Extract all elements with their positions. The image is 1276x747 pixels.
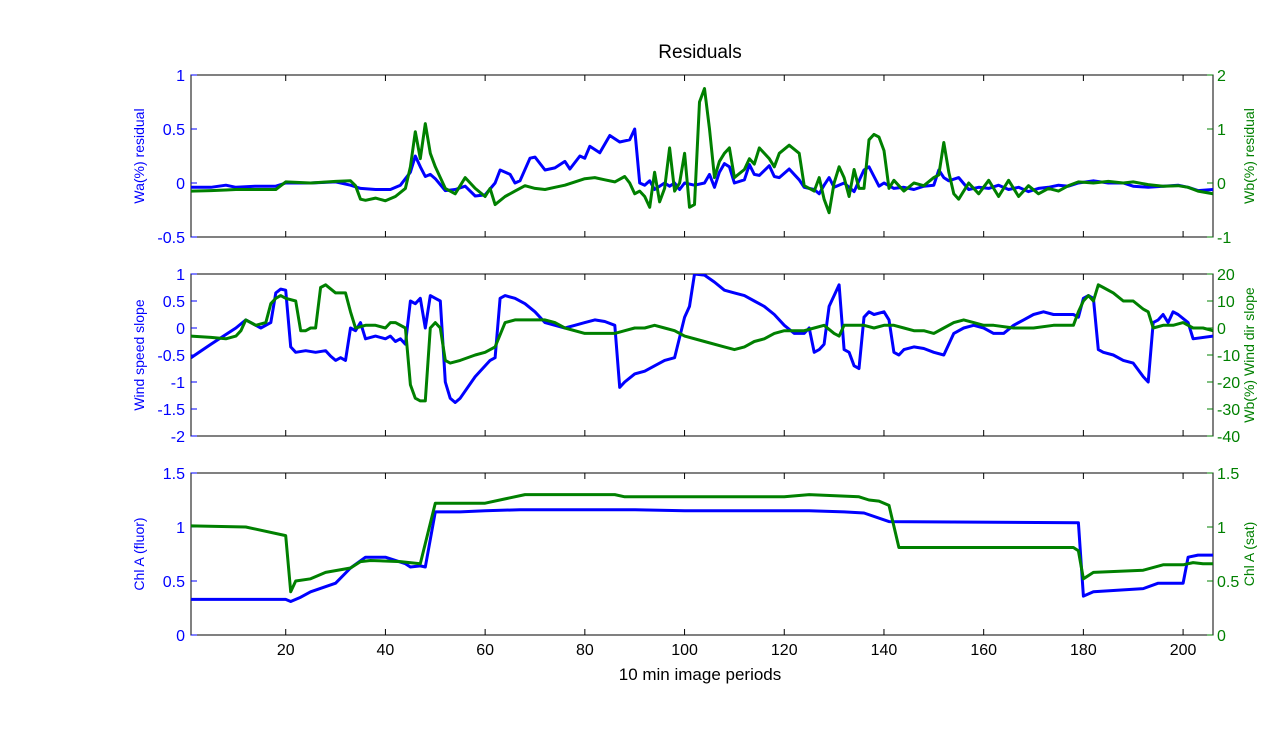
left-y-tick-label: 0.5 [163, 574, 185, 591]
right-y-tick-label: -40 [1217, 429, 1240, 446]
left-axis-series-line [191, 508, 1213, 603]
right-axis-series-line [191, 283, 1213, 403]
right-y-tick-label: 20 [1217, 267, 1235, 284]
right-y-axis-label: Chl A (sat) [1241, 522, 1257, 587]
x-tick-label: 20 [277, 642, 295, 659]
x-tick-label: 140 [871, 642, 898, 659]
right-y-tick-label: 2 [1217, 68, 1226, 85]
left-y-tick-label: 1 [176, 267, 185, 284]
x-axis-label: 10 min image periods [619, 665, 782, 684]
left-y-tick-label: -1 [171, 375, 185, 392]
left-y-tick-label: 0 [176, 176, 185, 193]
x-tick-label: 100 [671, 642, 698, 659]
right-y-tick-label: -10 [1217, 348, 1240, 365]
x-tick-label: 80 [576, 642, 594, 659]
subplot-3: 20 40 60 80 100 120 140 160 180 200 0 0.5 1 1.5 Chl A … [131, 466, 1257, 659]
left-y-tick-label: 0 [176, 628, 185, 645]
right-y-tick-label: 0 [1217, 321, 1226, 338]
x-tick-label: 180 [1070, 642, 1097, 659]
left-y-axis-label: Wind speed slope [131, 299, 147, 411]
x-tick-label: 200 [1170, 642, 1197, 659]
left-y-tick-label: -1.5 [157, 402, 185, 419]
left-axis-series-line [191, 274, 1213, 404]
right-y-tick-label: 1 [1217, 520, 1226, 537]
right-y-axis-label: Wb(%) residual [1241, 108, 1257, 204]
x-tick-label: 160 [970, 642, 997, 659]
left-y-tick-label: -0.5 [157, 348, 185, 365]
right-y-tick-label: -1 [1217, 230, 1231, 247]
right-y-tick-label: -20 [1217, 375, 1240, 392]
left-axis-series-line [191, 127, 1213, 198]
subplot-2: -2 -1.5 -1 -0.5 0 0.5 1 Wind speed slope -40 -30 -… [131, 267, 1257, 446]
left-y-tick-label: 0.5 [163, 122, 185, 139]
right-y-axis-label: Wb(%) Wind dir slope [1241, 287, 1257, 423]
right-axis-series-line [191, 87, 1213, 215]
left-y-tick-label: 0.5 [163, 294, 185, 311]
left-y-axis-label: Chl A (fluor) [131, 517, 147, 590]
right-y-tick-label: 0 [1217, 628, 1226, 645]
figure-title: Residuals [658, 42, 741, 63]
right-y-tick-label: 10 [1217, 294, 1235, 311]
left-y-axis-label: Wa(%) residual [131, 108, 147, 203]
left-y-tick-label: -0.5 [157, 230, 185, 247]
left-y-tick-label: 0 [176, 321, 185, 338]
right-y-tick-label: 0.5 [1217, 574, 1239, 591]
right-axis-series-line [191, 493, 1213, 594]
x-tick-label: 120 [771, 642, 798, 659]
left-y-tick-label: 1.5 [163, 466, 185, 483]
axes-frame [190, 74, 1214, 238]
x-tick-label: 40 [377, 642, 395, 659]
left-y-tick-label: -2 [171, 429, 185, 446]
x-tick-label: 60 [476, 642, 494, 659]
left-y-tick-label: 1 [176, 68, 185, 85]
left-y-tick-label: 1 [176, 520, 185, 537]
right-y-tick-label: 1 [1217, 122, 1226, 139]
right-y-tick-label: -30 [1217, 402, 1240, 419]
right-y-tick-label: 0 [1217, 176, 1226, 193]
subplot-1: -0.5 0 0.5 1 Wa(%) residual -1 0 1 2 Wb(%) residu… [131, 68, 1257, 247]
right-y-tick-label: 1.5 [1217, 466, 1239, 483]
